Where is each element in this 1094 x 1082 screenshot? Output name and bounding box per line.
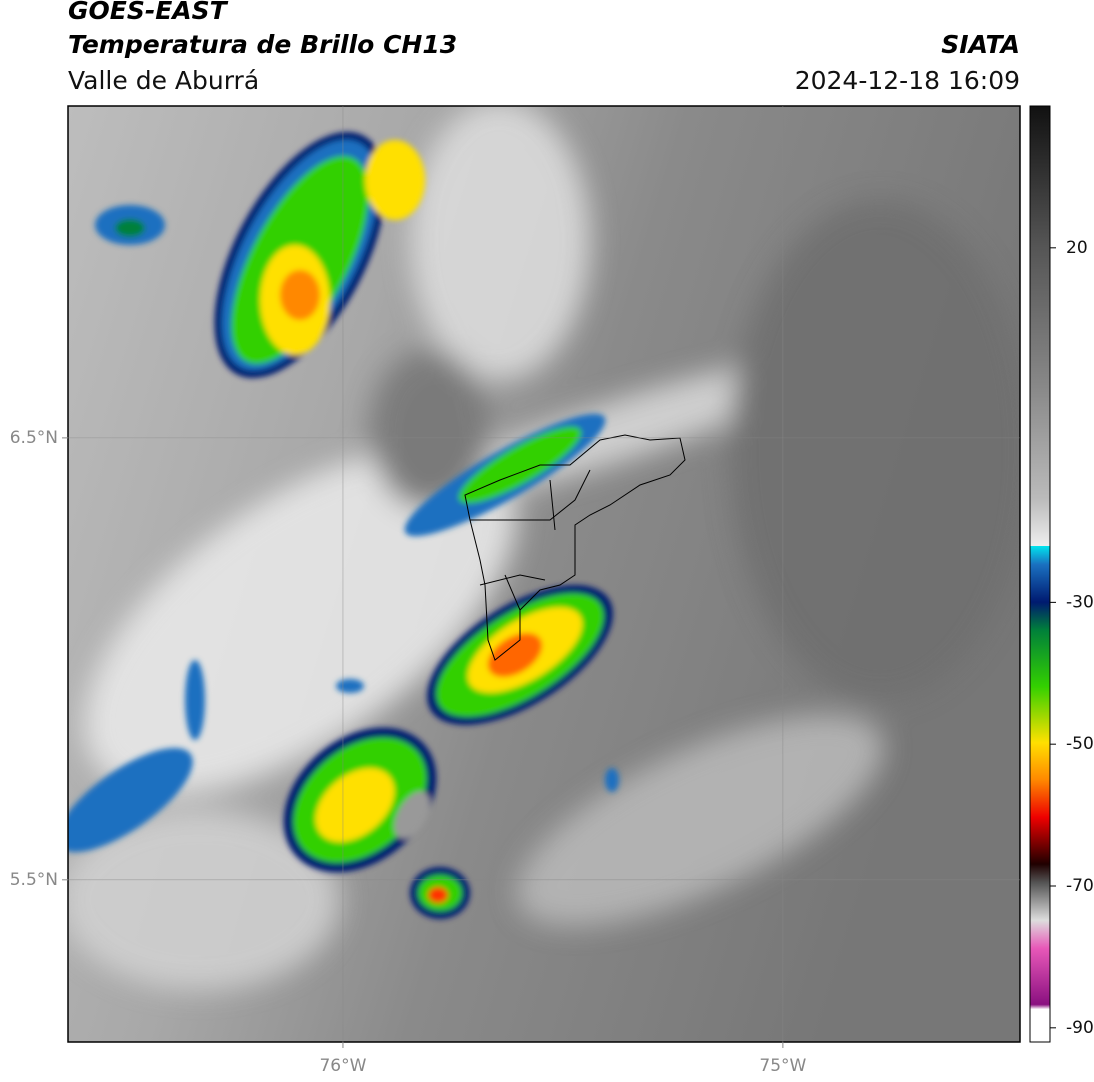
colorbar-tick-label: -50 bbox=[1066, 734, 1094, 754]
source: SIATA bbox=[941, 30, 1020, 59]
colorbar-tick-label: 20 bbox=[1066, 238, 1088, 258]
colorbar-tick-label: -70 bbox=[1066, 876, 1094, 896]
datetime: 2024-12-18 16:09 bbox=[795, 66, 1020, 95]
lat-tick-label: 6.5°N bbox=[10, 428, 58, 448]
lon-tick-label: 76°W bbox=[319, 1056, 366, 1076]
map-frame bbox=[67, 105, 1021, 1043]
title: GOES-EAST bbox=[68, 0, 229, 25]
colorbar-tick-label: -90 bbox=[1066, 1018, 1094, 1038]
satellite-image bbox=[68, 106, 1020, 1042]
region: Valle de Aburrá bbox=[68, 66, 259, 95]
map-grid: 76°W 75°W 6.5°N 5.5°N bbox=[10, 106, 1020, 1076]
lon-tick-label: 75°W bbox=[759, 1056, 806, 1076]
municipal-boundaries bbox=[464, 434, 686, 661]
colorbar-ticks: 20 -30 -50 -70 -90 bbox=[1050, 238, 1094, 1038]
lat-tick-label: 5.5°N bbox=[10, 870, 58, 890]
colorbar bbox=[1029, 105, 1051, 1043]
subtitle: Temperatura de Brillo CH13 bbox=[68, 30, 457, 59]
colorbar-tick-label: -30 bbox=[1066, 592, 1094, 612]
